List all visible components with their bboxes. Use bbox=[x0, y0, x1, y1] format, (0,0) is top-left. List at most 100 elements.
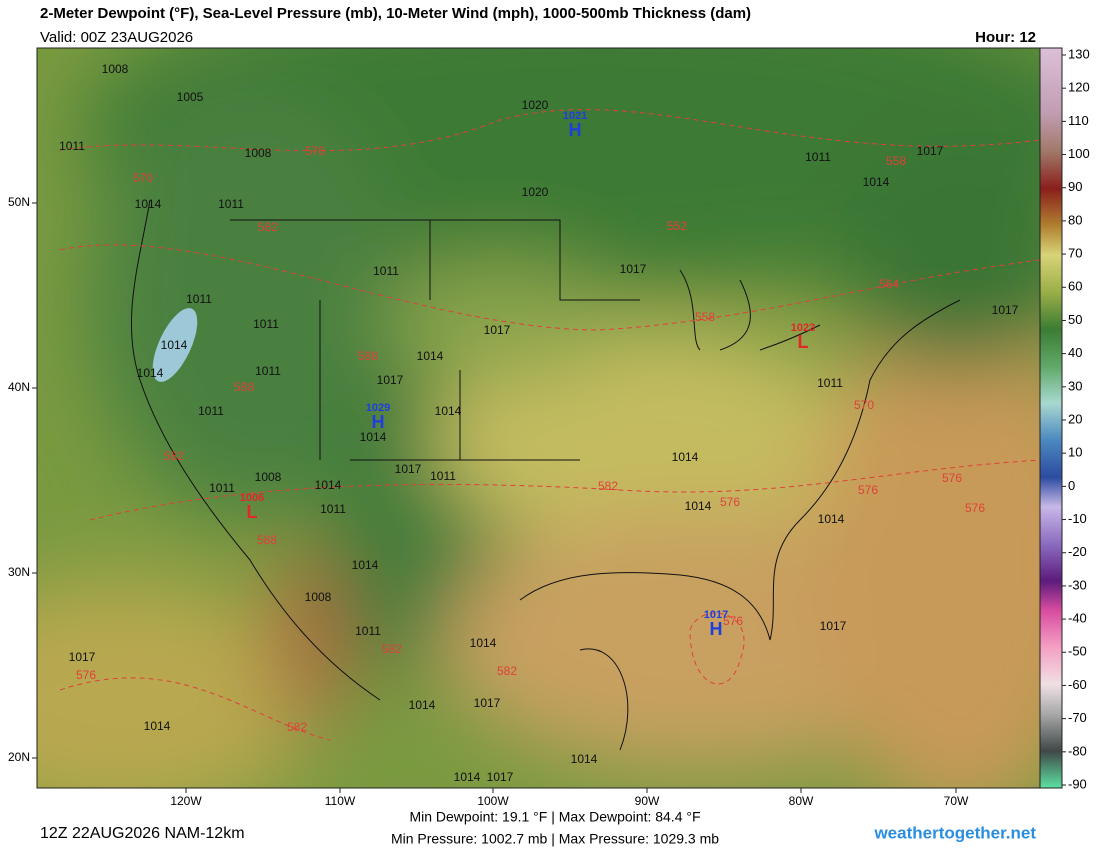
thickness-label: 552 bbox=[667, 219, 687, 233]
isobar-label: 1014 bbox=[409, 698, 436, 712]
colorbar-label: 10 bbox=[1068, 445, 1082, 460]
valid-time: Valid: 00Z 23AUG2026 bbox=[40, 29, 193, 46]
isobar-label: 1014 bbox=[137, 366, 164, 380]
lat-label: 30N bbox=[8, 565, 30, 579]
colorbar bbox=[1039, 47, 1063, 789]
thickness-label: 564 bbox=[879, 277, 899, 291]
colorbar-label: 130 bbox=[1068, 46, 1090, 61]
thickness-label: 558 bbox=[695, 310, 715, 324]
colorbar-label: -90 bbox=[1068, 776, 1087, 791]
isobar-label: 1017 bbox=[377, 373, 404, 387]
thickness-label: 570 bbox=[133, 171, 153, 185]
colorbar-label: -20 bbox=[1068, 544, 1087, 559]
thickness-label: 570 bbox=[854, 398, 874, 412]
isobar-label: 1008 bbox=[245, 146, 272, 160]
isobar-label: 1011 bbox=[255, 364, 281, 378]
thickness-label: 582 bbox=[598, 479, 618, 493]
isobar-label: 1014 bbox=[571, 752, 598, 766]
isobar-label: 1014 bbox=[417, 349, 444, 363]
thickness-label: 576 bbox=[858, 483, 878, 497]
isobar-label: 1014 bbox=[818, 512, 845, 526]
isobar-label: 1014 bbox=[672, 450, 699, 464]
colorbar-label: 60 bbox=[1068, 279, 1082, 294]
isobar-label: 1011 bbox=[253, 317, 279, 331]
isobar-label: 1008 bbox=[102, 62, 129, 76]
lat-label: 50N bbox=[8, 195, 30, 209]
thickness-label: 576 bbox=[305, 144, 325, 158]
isobar-label: 1014 bbox=[470, 636, 497, 650]
isobar-label: 1017 bbox=[474, 696, 501, 710]
isobar-label: 1020 bbox=[522, 185, 549, 199]
thickness-label: 582 bbox=[497, 664, 517, 678]
colorbar-label: 110 bbox=[1068, 113, 1089, 128]
isobar-label: 1014 bbox=[360, 430, 387, 444]
isobar-label: 1005 bbox=[177, 90, 204, 104]
model-run: 12Z 22AUG2026 NAM-12km bbox=[40, 825, 245, 842]
isobar-label: 1017 bbox=[395, 462, 422, 476]
isobar-label: 1011 bbox=[198, 404, 224, 418]
dewpoint-stats: Min Dewpoint: 19.1 °F | Max Dewpoint: 84… bbox=[409, 809, 700, 825]
isobar-label: 1011 bbox=[355, 624, 381, 638]
title: 2-Meter Dewpoint (°F), Sea-Level Pressur… bbox=[40, 5, 751, 22]
colorbar-label: -70 bbox=[1068, 710, 1087, 725]
pressure-stats: Min Pressure: 1002.7 mb | Max Pressure: … bbox=[391, 831, 719, 847]
isobar-label: 1020 bbox=[522, 98, 549, 112]
isobar-label: 1014 bbox=[315, 478, 342, 492]
isobar-label: 1011 bbox=[218, 197, 244, 211]
isobar-label: 1017 bbox=[820, 619, 847, 633]
isobar-label: 1014 bbox=[161, 338, 188, 352]
isobar-label: 1011 bbox=[805, 150, 831, 164]
colorbar-label: 30 bbox=[1068, 378, 1082, 393]
isobar-label: 1011 bbox=[320, 502, 346, 516]
isobar-label: 1008 bbox=[305, 590, 332, 604]
thickness-label: 576 bbox=[720, 495, 740, 509]
colorbar-label: 90 bbox=[1068, 179, 1082, 194]
isobar-label: 1017 bbox=[69, 650, 96, 664]
colorbar-label: 0 bbox=[1068, 478, 1075, 493]
lon-label: 70W bbox=[944, 794, 969, 808]
thickness-label: 582 bbox=[258, 220, 278, 234]
colorbar-label: -60 bbox=[1068, 677, 1087, 692]
lon-label: 80W bbox=[789, 794, 814, 808]
thickness-label: 588 bbox=[358, 349, 378, 363]
isobar-label: 1011 bbox=[186, 292, 212, 306]
isobar-label: 1014 bbox=[685, 499, 712, 513]
thickness-label: 558 bbox=[886, 154, 906, 168]
thickness-label: 576 bbox=[942, 471, 962, 485]
isobar-label: 1017 bbox=[620, 262, 647, 276]
isobar-label: 1008 bbox=[255, 470, 282, 484]
isobar-label: 1014 bbox=[435, 404, 462, 418]
isobar-label: 1014 bbox=[135, 197, 162, 211]
colorbar-label: 100 bbox=[1068, 146, 1090, 161]
thickness-label: 576 bbox=[76, 668, 96, 682]
colorbar-label: -80 bbox=[1068, 743, 1087, 758]
colorbar-label: 80 bbox=[1068, 212, 1082, 227]
isobar-label: 1017 bbox=[992, 303, 1019, 317]
isobar-label: 1017 bbox=[484, 323, 511, 337]
lon-label: 90W bbox=[635, 794, 660, 808]
lon-label: 110W bbox=[325, 794, 356, 808]
colorbar-label: 20 bbox=[1068, 411, 1082, 426]
isobar-label: 1014 bbox=[863, 175, 890, 189]
lon-label: 120W bbox=[170, 794, 202, 808]
pressure-center-value: 1029 bbox=[366, 402, 390, 414]
isobar-label: 1011 bbox=[59, 139, 85, 153]
thickness-label: 582 bbox=[164, 449, 184, 463]
lat-label: 40N bbox=[8, 380, 30, 394]
pressure-center-value: 1006 bbox=[240, 492, 264, 504]
thickness-label: 576 bbox=[965, 501, 985, 515]
isobar-label: 1017 bbox=[487, 770, 514, 784]
isobar-label: 1014 bbox=[144, 719, 171, 733]
thickness-label: 582 bbox=[287, 720, 307, 734]
colorbar-label: 120 bbox=[1068, 80, 1090, 95]
colorbar-label: -40 bbox=[1068, 611, 1087, 626]
pressure-center-letter: H bbox=[710, 619, 723, 639]
pressure-center-letter: H bbox=[569, 120, 582, 140]
colorbar-label: -10 bbox=[1068, 511, 1087, 526]
isobar-label: 1017 bbox=[917, 144, 944, 158]
pressure-center-letter: L bbox=[798, 332, 809, 352]
thickness-label: 576 bbox=[723, 614, 743, 628]
isobar-label: 1011 bbox=[373, 264, 399, 278]
pressure-center-value: 1023 bbox=[791, 322, 815, 334]
